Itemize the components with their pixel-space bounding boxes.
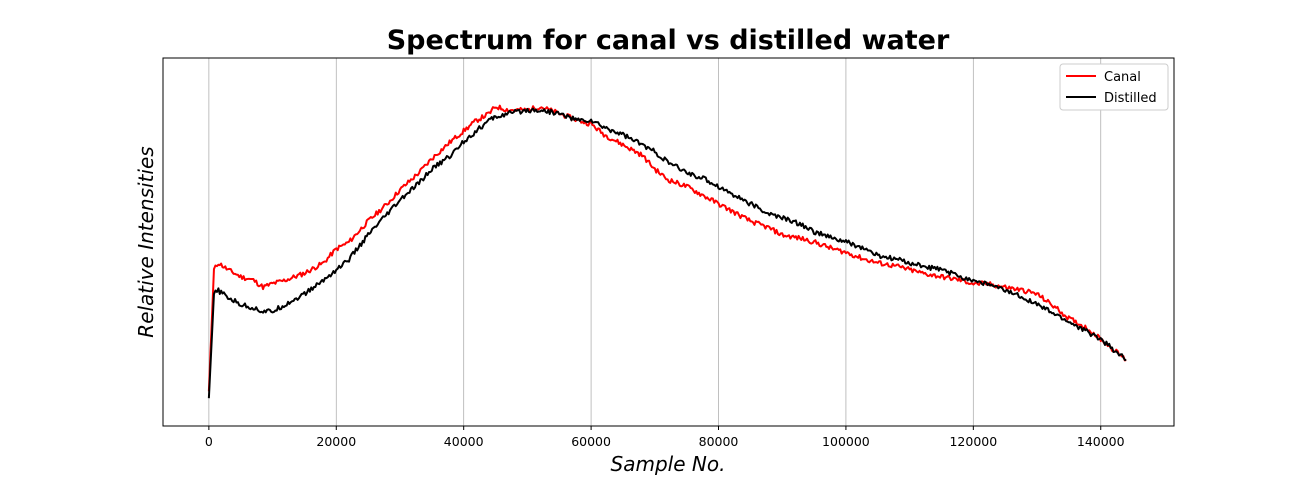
x-tick-label: 60000: [571, 434, 611, 449]
series-layer: [207, 104, 1127, 399]
x-tick-label: 0: [205, 434, 213, 449]
x-axis-label: Sample No.: [611, 452, 726, 476]
x-tick-label: 40000: [444, 434, 484, 449]
legend-label-distilled: Distilled: [1104, 91, 1157, 106]
series-line-distilled: [207, 107, 1127, 399]
x-tick-label: 100000: [822, 434, 870, 449]
legend: Canal Distilled: [1059, 63, 1169, 111]
x-tick-label: 20000: [316, 434, 356, 449]
chart-title: Spectrum for canal vs distilled water: [387, 25, 950, 56]
series-line-canal: [207, 104, 1127, 392]
legend-label-canal: Canal: [1104, 70, 1141, 85]
plot-frame: [162, 57, 1175, 427]
x-tick-label: 80000: [699, 434, 739, 449]
x-axis-ticks: 0 20000 40000 60000 80000 100000 120000 140000: [205, 426, 1125, 449]
y-axis-label: Relative Intensities: [134, 146, 158, 337]
x-tick-label: 140000: [1077, 434, 1125, 449]
x-tick-label: 120000: [949, 434, 997, 449]
